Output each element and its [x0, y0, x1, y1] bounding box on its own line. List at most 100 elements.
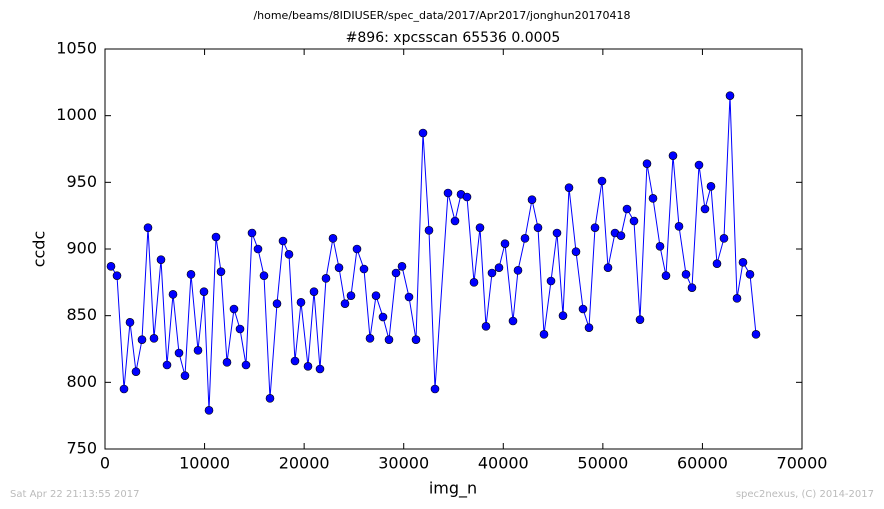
data-point — [635, 315, 645, 324]
data-point — [700, 204, 710, 214]
data-point — [694, 160, 704, 170]
data-point — [106, 262, 116, 271]
data-point — [508, 316, 518, 326]
data-point — [346, 291, 356, 300]
data-point — [513, 266, 523, 275]
data-point — [424, 226, 434, 235]
data-point — [668, 151, 678, 160]
data-point — [590, 223, 600, 232]
data-point — [125, 318, 135, 327]
data-point — [168, 290, 178, 299]
data-point — [616, 231, 626, 240]
x-tick-label: 40000 — [478, 454, 529, 473]
data-point — [475, 223, 485, 232]
data-point — [284, 250, 294, 259]
data-point — [725, 91, 735, 100]
data-point — [204, 406, 214, 415]
y-tick-label: 950 — [66, 172, 97, 191]
x-tick-label: 20000 — [279, 454, 330, 473]
data-point — [174, 348, 184, 358]
data-point — [143, 223, 153, 232]
data-point — [558, 311, 568, 320]
data-point — [584, 323, 594, 332]
data-point — [648, 194, 658, 203]
y-axis-label: ccdc — [30, 231, 49, 268]
x-tick-label: 70000 — [777, 454, 828, 473]
suptitle: /home/beams/8IDIUSER/spec_data/2017/Apr2… — [253, 9, 630, 22]
data-point — [309, 287, 319, 296]
data-point — [384, 335, 394, 344]
x-tick-label: 60000 — [677, 454, 728, 473]
data-point — [303, 362, 313, 371]
data-point — [527, 195, 537, 204]
data-point — [328, 234, 338, 243]
data-point — [352, 244, 362, 254]
data-point — [552, 228, 562, 238]
data-point — [571, 247, 581, 256]
data-point — [481, 322, 491, 331]
data-point — [371, 291, 381, 300]
data-point — [340, 299, 350, 308]
data-point — [687, 283, 697, 292]
data-point — [539, 330, 549, 339]
data-point — [321, 274, 331, 283]
x-tick-label: 30000 — [378, 454, 429, 473]
data-point — [112, 271, 122, 280]
x-tick-label: 10000 — [179, 454, 230, 473]
data-point — [259, 271, 269, 280]
data-point — [430, 384, 440, 394]
data-point — [156, 255, 166, 264]
data-point — [180, 371, 190, 380]
data-point — [247, 228, 257, 238]
data-point — [578, 304, 588, 314]
data-point — [546, 276, 556, 286]
y-tick-label: 1050 — [56, 39, 97, 58]
data-point — [241, 360, 251, 370]
data-point — [462, 192, 472, 202]
data-point — [603, 263, 613, 272]
data-point — [199, 287, 209, 296]
data-point — [642, 159, 652, 168]
data-point — [131, 367, 141, 376]
data-point — [738, 258, 748, 267]
data-point — [712, 259, 722, 268]
data-point — [469, 278, 479, 287]
y-tick-label: 750 — [66, 439, 97, 458]
data-point — [186, 270, 196, 279]
data-point — [597, 176, 607, 186]
chart-title: #896: xpcsscan 65536 0.0005 — [346, 30, 561, 46]
data-point — [229, 304, 239, 314]
data-point — [365, 334, 375, 343]
data-point — [674, 222, 684, 231]
data-point — [296, 298, 306, 307]
data-point — [520, 234, 530, 243]
data-point — [290, 356, 300, 366]
data-point — [315, 364, 325, 374]
x-tick-label: 50000 — [577, 454, 628, 473]
data-point — [216, 267, 226, 276]
data-line — [110, 95, 757, 411]
data-point — [564, 183, 574, 192]
data-point — [450, 216, 460, 226]
data-point — [681, 270, 691, 279]
data-point — [494, 263, 504, 272]
data-point — [137, 335, 147, 344]
data-point — [119, 384, 129, 394]
data-point — [655, 242, 665, 251]
data-point — [404, 292, 414, 302]
data-point — [751, 330, 761, 339]
data-point — [359, 264, 369, 274]
credit: spec2nexus, (C) 2014-2017 — [736, 489, 874, 500]
data-point — [661, 271, 671, 280]
data-point — [745, 270, 755, 279]
y-tick-label: 850 — [66, 305, 97, 324]
data-point — [193, 346, 203, 355]
data-point — [235, 324, 245, 334]
timestamp: Sat Apr 22 21:13:55 2017 — [10, 489, 140, 500]
data-point — [706, 182, 716, 191]
data-point — [334, 263, 344, 272]
data-point — [278, 236, 288, 246]
data-point — [418, 128, 428, 138]
data-point — [487, 268, 497, 278]
data-point — [272, 299, 282, 308]
